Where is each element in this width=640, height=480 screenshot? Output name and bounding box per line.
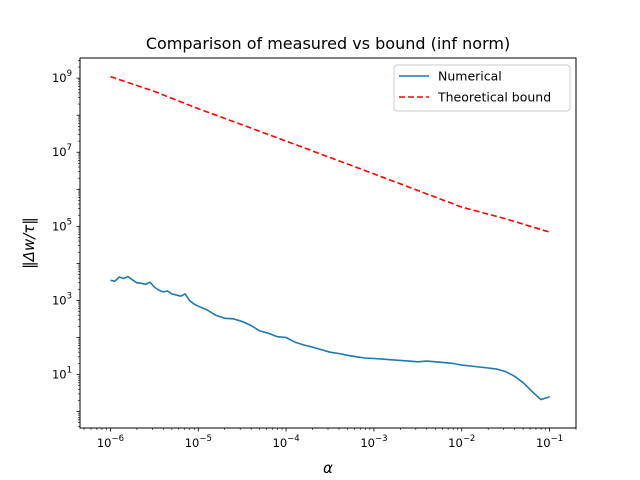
series-line-numerical [110,275,550,401]
x-axis-label: α [323,459,333,477]
series-line-theoretical-bound [110,75,550,233]
y-tick-label: 101 [52,366,72,382]
x-tick-label: 10−2 [448,434,475,450]
plot-area [110,75,550,401]
y-tick-label: 107 [52,143,72,159]
y-axis-label: ‖Δw/τ‖ [20,217,38,269]
y-tick-label: 109 [52,69,72,85]
x-tick-label: 10−3 [360,434,387,450]
x-tick-label: 10−1 [536,434,563,450]
legend-label-theoretical-bound: Theoretical bound [437,90,551,105]
x-tick-label: 10−6 [97,434,124,450]
x-axis: 10−6 10−5 10−4 10−3 10−2 10−1 [83,428,577,450]
x-tick-label: 10−4 [273,434,300,450]
legend-label-numerical: Numerical [438,69,502,84]
chart-title: Comparison of measured vs bound (inf nor… [146,34,510,53]
legend-box [393,64,571,112]
y-axis: 101 103 105 107 109 [52,60,80,427]
legend: Numerical Theoretical bound [393,64,571,112]
y-tick-label: 103 [52,291,72,307]
y-tick-label: 105 [52,217,72,233]
x-tick-label: 10−5 [185,434,212,450]
